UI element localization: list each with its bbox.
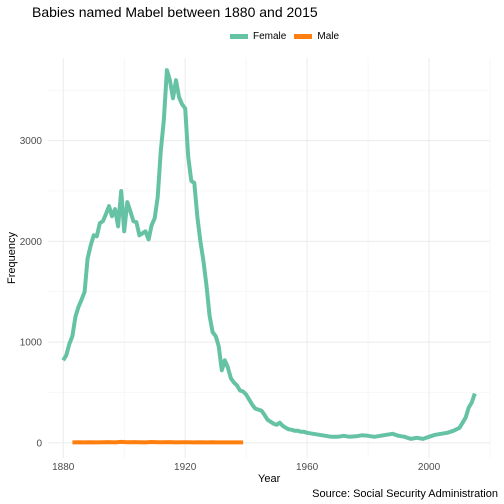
x-tick-label: 1920 — [174, 462, 197, 473]
legend: Female Male — [230, 31, 347, 42]
series-line-male — [72, 439, 244, 445]
y-tick-label: 1000 — [20, 338, 43, 349]
legend-item-female: Female — [230, 31, 286, 42]
legend-label-female: Female — [253, 31, 287, 42]
y-tick-label: 2000 — [20, 237, 43, 248]
legend-key-male — [294, 34, 313, 39]
x-axis-label: Year — [258, 473, 281, 485]
legend-item-male: Male — [294, 31, 339, 42]
y-tick-label: 3000 — [20, 136, 43, 147]
y-tick-label: 0 — [36, 438, 42, 449]
x-tick-label: 1880 — [52, 462, 75, 473]
y-axis-label: Frequency — [6, 232, 18, 284]
x-tick-label: 1960 — [296, 462, 319, 473]
legend-label-male: Male — [317, 31, 340, 42]
chart-title: Babies named Mabel between 1880 and 2015 — [32, 4, 318, 20]
x-tick-label: 2000 — [418, 462, 441, 473]
legend-key-female — [230, 34, 248, 39]
series-line-female — [61, 68, 477, 441]
caption: Source: Social Security Administration — [312, 488, 498, 500]
